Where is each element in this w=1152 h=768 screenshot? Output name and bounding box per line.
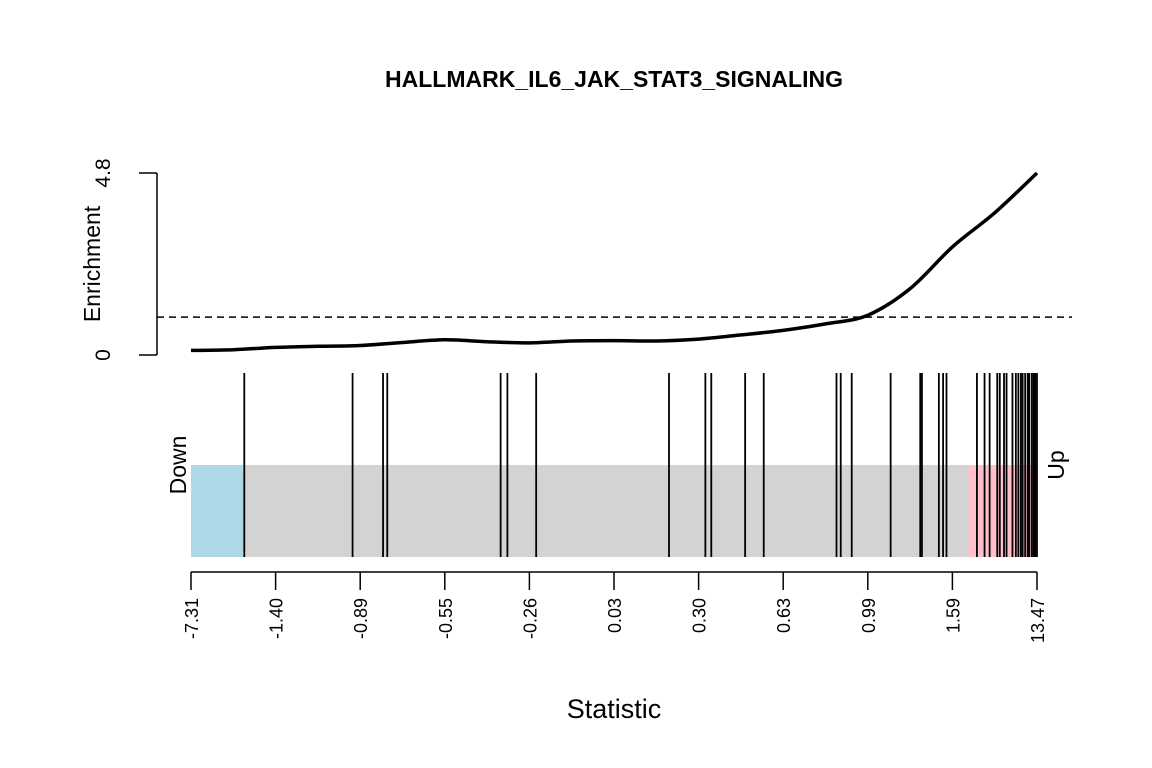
up-region — [968, 465, 1037, 557]
x-axis: -7.31 -1.40 -0.89 -0.55 -0.26 0.03 0.30 0.63 0.9… — [182, 571, 1048, 724]
x-tick-label: -0.55 — [436, 598, 456, 639]
down-label: Down — [165, 436, 191, 495]
gene-bars — [243, 373, 1038, 557]
x-tick-label: 1.59 — [943, 598, 963, 633]
barcode-panel: Down Up — [165, 373, 1069, 557]
up-label: Up — [1043, 450, 1069, 479]
y-tick-label-min: 0 — [92, 349, 115, 361]
x-ticks: -7.31 -1.40 -0.89 -0.55 -0.26 0.03 0.30 0.63 0.9… — [182, 572, 1048, 643]
x-tick-label: 0.30 — [690, 598, 710, 633]
x-tick-label: -0.26 — [520, 598, 540, 639]
x-tick-label: 0.03 — [605, 598, 625, 633]
enrichment-curve — [190, 171, 1039, 353]
chart-title: HALLMARK_IL6_JAK_STAT3_SIGNALING — [385, 66, 843, 92]
x-tick-label: 0.99 — [859, 598, 879, 633]
y-axis-label: Enrichment — [79, 205, 105, 322]
x-tick-label: -0.89 — [351, 598, 371, 639]
x-axis-label: Statistic — [567, 694, 662, 724]
down-region — [191, 465, 244, 557]
enrichment-panel: 4.8 0 Enrichment — [79, 158, 1072, 361]
y-tick-label-max: 4.8 — [92, 158, 115, 187]
x-tick-label: 13.47 — [1028, 598, 1048, 643]
x-tick-label: -1.40 — [267, 598, 287, 639]
x-tick-label: 0.63 — [774, 598, 794, 633]
x-tick-label: -7.31 — [182, 598, 202, 639]
middle-region — [191, 465, 1037, 557]
